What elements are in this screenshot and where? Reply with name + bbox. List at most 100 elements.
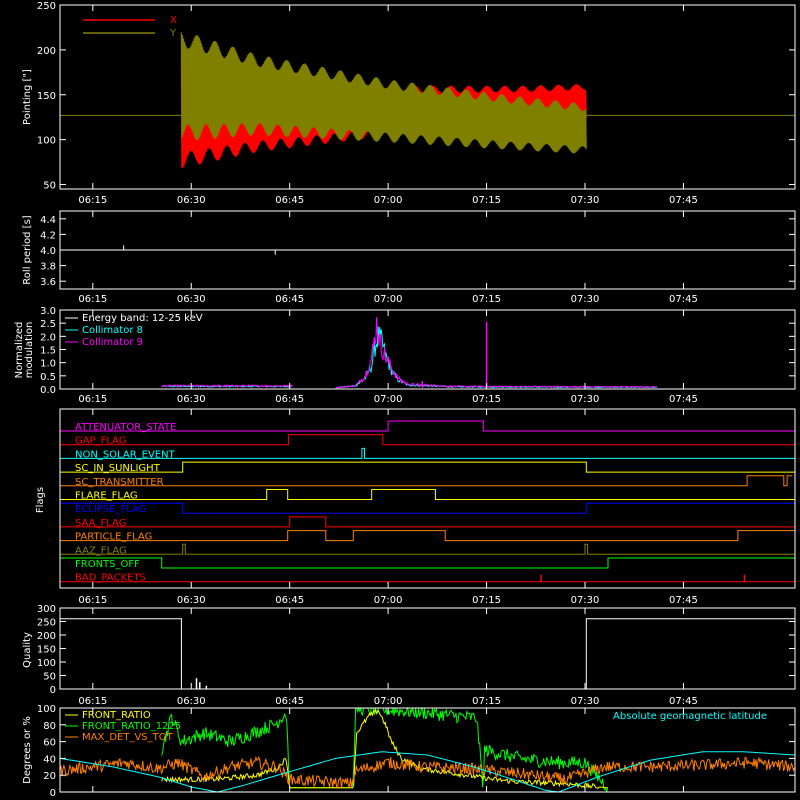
flag-label-saa_flag: SAA_FLAG [75, 518, 126, 529]
y-tick-label: 150 [37, 91, 56, 102]
x-tick-label: 07:30 [571, 195, 600, 206]
x-tick-label: 07:45 [669, 696, 698, 707]
y-tick-label: 1.0 [40, 359, 56, 370]
flag-line-non_solar_event [60, 447, 795, 459]
y-tick-label: 0 [50, 685, 56, 696]
y-tick-label: 4.0 [40, 246, 56, 257]
x-tick-label: 06:45 [275, 595, 304, 606]
flag-label-particle_flag: PARTICLE_FLAG [75, 532, 152, 543]
pointing-panel: 50 100 150 200 250 06:15 06:30 06:45 07:00 07:15… [22, 1, 796, 206]
y-tick-label: 60 [43, 738, 56, 749]
y-tick-label: 4.2 [40, 230, 56, 241]
y-tick-label: 250 [37, 1, 56, 12]
y-tick-label: 3.8 [40, 262, 56, 273]
flag-label-fronts_off: FRONTS_OFF [75, 559, 140, 570]
y-tick-label: 200 [37, 46, 56, 57]
x-tick-label: 07:30 [571, 394, 600, 405]
y-tick-label: 2.5 [40, 319, 56, 330]
flags-panel: ATTENUATOR_STATE GAP_FLAG NON_SOLAR_EVENT S… [35, 408, 796, 606]
flag-label-flare_flag: FLARE_FLAG [75, 491, 138, 502]
ratios-panel: 0 20 40 60 80 100 Degrees or % FRONT_RATIO FR… [22, 704, 796, 799]
y-tick-label: 200 [37, 631, 56, 642]
flag-label-bad_packets: BAD_PACKETS [75, 573, 146, 584]
x-tick-label: 06:15 [78, 195, 107, 206]
legend-col9-label: Collimator 9 [82, 337, 143, 348]
y-tick-label: 100 [37, 136, 56, 147]
x-tick-label: 06:30 [177, 195, 206, 206]
x-tick-label: 07:15 [472, 696, 501, 707]
flag-line-attenuator_state [60, 420, 795, 432]
flag-line-saa_flag [60, 516, 795, 528]
x-tick-label: 07:15 [472, 195, 501, 206]
flag-line-flare_flag [60, 489, 795, 500]
x-tick-label: 07:00 [374, 696, 403, 707]
x-tick-label: 07:15 [472, 394, 501, 405]
y-tick-label: 150 [37, 645, 56, 656]
flag-line-sc_transmitter [60, 475, 793, 487]
x-tick-label: 07:45 [669, 595, 698, 606]
y-tick-label: 250 [37, 618, 56, 629]
x-tick-label: 07:00 [374, 195, 403, 206]
geomag-annotation: Absolute geomagnetic latitude [613, 711, 767, 722]
flag-line-aaz_flag [60, 543, 795, 555]
y-tick-label: 1.5 [40, 346, 56, 357]
x-tick-label: 06:45 [275, 294, 304, 305]
modulation-series-Collimator 9 [161, 384, 293, 388]
flag-label-aaz_flag: AAZ_FLAG [75, 545, 127, 556]
modulation-ylabel-1: Normalized [14, 322, 25, 379]
roll-ylabel: Roll period [s] [22, 215, 33, 284]
flag-label-sc_in_sunlight: SC_IN_SUNLIGHT [75, 463, 161, 474]
quality-panel: 0 50 100 150 200 250 300 06:15 06:30 06:45 07:00 0… [22, 604, 796, 707]
x-tick-label: 07:15 [472, 294, 501, 305]
x-tick-label: 06:15 [78, 696, 107, 707]
x-tick-label: 07:15 [472, 595, 501, 606]
y-tick-label: 20 [43, 771, 56, 782]
x-tick-label: 06:30 [177, 696, 206, 707]
y-tick-label: 50 [43, 672, 56, 683]
flag-line-fronts_off [60, 557, 795, 569]
ratio-series-absolute-geomagnetic-latitude [59, 751, 796, 793]
flag-label-gap_flag: GAP_FLAG [75, 436, 127, 447]
x-tick-label: 06:45 [275, 696, 304, 707]
y-tick-label: 0.0 [40, 385, 56, 396]
flag-line-particle_flag [60, 530, 795, 542]
pointing-ylabel: Pointing ["] [22, 69, 33, 125]
legend-front-ratio-1225-label: FRONT_RATIO_1225 [82, 721, 181, 732]
y-tick-label: 0.5 [40, 372, 56, 383]
modulation-panel: 0.0 0.5 1.0 1.5 2.0 2.5 3.0 06:15 06:30 06:45 07:… [14, 306, 796, 405]
x-tick-label: 07:45 [669, 294, 698, 305]
x-tick-label: 07:45 [669, 195, 698, 206]
ratio-series-max_det_vs_tot [59, 755, 795, 790]
ratios-ylabel: Degrees or % [22, 716, 33, 784]
modulation-series-Collimator 9 [335, 317, 657, 389]
legend-max-det-label: MAX_DET_VS_TOT [82, 732, 174, 743]
flag-label-attenuator_state: ATTENUATOR_STATE [75, 422, 176, 433]
ratio-series-front_ratio_1225 [161, 706, 609, 793]
y-tick-label: 3.6 [40, 277, 56, 288]
y-tick-label: 4.4 [40, 215, 56, 226]
flag-line-gap_flag [60, 434, 795, 446]
y-tick-label: 2.0 [40, 332, 56, 343]
x-tick-label: 06:30 [177, 294, 206, 305]
y-tick-label: 3.0 [40, 306, 56, 317]
x-tick-label: 07:30 [571, 696, 600, 707]
x-tick-label: 06:45 [275, 195, 304, 206]
y-tick-label: 100 [37, 704, 56, 715]
x-tick-label: 07:00 [374, 294, 403, 305]
x-tick-label: 06:15 [78, 595, 107, 606]
y-tick-label: 100 [37, 658, 56, 669]
modulation-legend: Energy band: 12-25 keV Collimator 8 Coll… [65, 313, 203, 348]
roll-period-panel: 3.6 3.8 4.0 4.2 4.4 06:15 06:30 06:45 07:00 07:1… [22, 210, 796, 305]
legend-x-label: X [170, 15, 177, 26]
x-tick-label: 07:00 [374, 595, 403, 606]
pointing-legend: X Y [83, 15, 177, 39]
modulation-ylabel-2: modulation [24, 322, 35, 379]
ratio-series-front_ratio [161, 708, 608, 789]
x-tick-label: 07:30 [571, 294, 600, 305]
y-tick-label: 50 [43, 181, 56, 192]
x-tick-label: 06:30 [177, 595, 206, 606]
flag-label-eclipse_flag: ECLIPSE_FLAG [75, 504, 146, 515]
legend-col8-label: Collimator 8 [82, 325, 143, 336]
ratios-legend: FRONT_RATIO FRONT_RATIO_1225 MAX_DET_VS_… [65, 710, 767, 743]
